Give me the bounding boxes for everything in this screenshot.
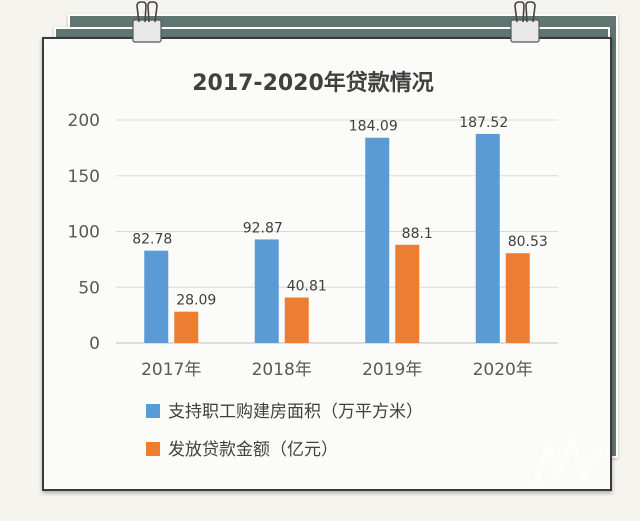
data-label: 80.53: [508, 234, 548, 250]
data-label: 28.09: [176, 293, 216, 309]
binder-clip-left-icon: [132, 1, 162, 43]
y-tick-label: 100: [68, 223, 100, 243]
legend-swatch: [146, 404, 160, 418]
watermark-logo-icon: [533, 434, 603, 485]
bar-chart: 2017-2020年贷款情况 0 50 100 150 200 82.78 28.09 201…: [68, 70, 558, 460]
data-label: 184.09: [349, 119, 398, 135]
x-tick-label: 2020年: [473, 360, 533, 380]
bar-area-2: [365, 137, 390, 343]
x-tick-label: 2018年: [252, 360, 312, 380]
y-tick-label: 0: [89, 334, 100, 354]
data-label: 88.1: [402, 226, 433, 242]
bar-loan-3: [505, 253, 530, 343]
legend-swatch: [146, 442, 160, 456]
bar-loan-2: [395, 244, 420, 343]
data-label: 40.81: [287, 278, 327, 294]
y-tick-label: 200: [68, 111, 100, 131]
legend-label: 发放贷款金额（亿元）: [168, 440, 338, 460]
bar-loan-0: [174, 311, 199, 343]
x-tick-label: 2019年: [362, 360, 422, 380]
bar-area-1: [254, 239, 279, 343]
y-tick-label: 50: [78, 278, 100, 298]
data-label: 82.78: [132, 232, 172, 248]
bar-area-3: [475, 133, 500, 343]
bar-area-0: [144, 250, 169, 343]
data-label: 187.52: [459, 115, 508, 131]
data-label: 92.87: [243, 220, 283, 236]
legend-label: 支持职工购建房面积（万平方米）: [168, 402, 423, 422]
bar-loan-1: [284, 297, 309, 343]
y-tick-label: 150: [68, 167, 100, 187]
binder-clip-right-icon: [510, 1, 540, 43]
x-tick-label: 2017年: [141, 360, 201, 380]
chart-title: 2017-2020年贷款情况: [192, 70, 434, 96]
